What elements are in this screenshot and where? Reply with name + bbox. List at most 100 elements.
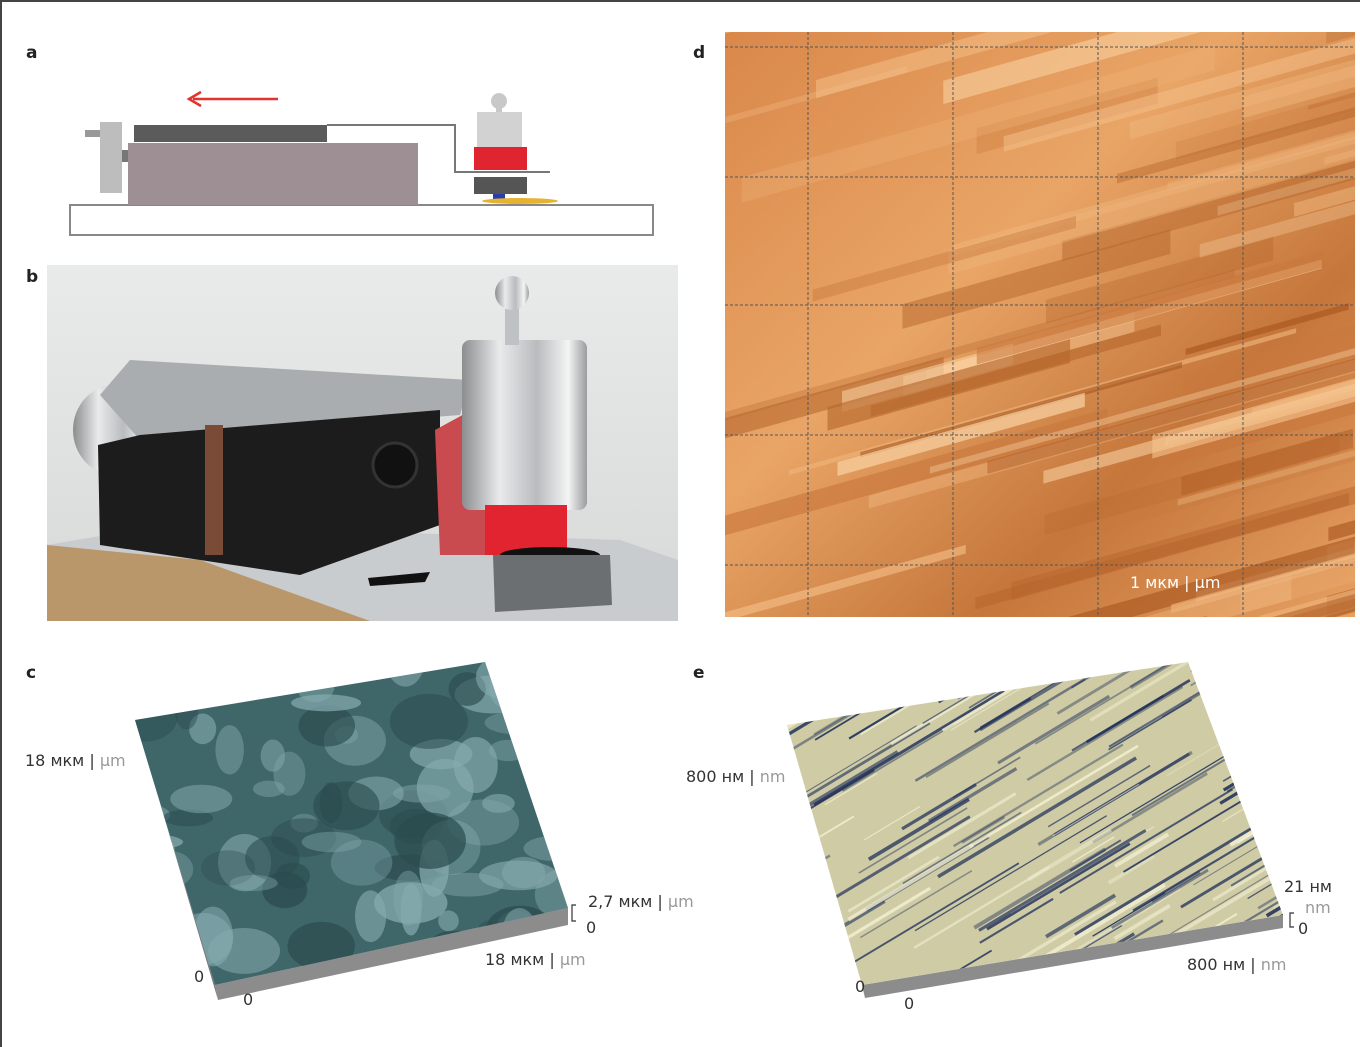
texture [1310,734,1360,774]
texture [769,620,871,681]
scale-bar-label: 1 мкм | µm [1130,573,1220,592]
texture [1223,749,1277,782]
texture [170,785,232,813]
origin-label: 0 [194,967,204,986]
texture [482,794,515,813]
texture [106,829,175,873]
schematic [70,92,653,235]
axis-en: µm [560,950,586,969]
texture [253,781,285,797]
texture [1268,782,1360,874]
texture [1191,637,1249,672]
texture [130,882,189,917]
axis-label: 800 нм | nm [1187,955,1286,974]
texture [275,863,310,890]
texture [1297,628,1360,731]
panel-label: a [26,43,37,63]
texture [1297,742,1360,784]
texture [296,670,334,702]
axis-zero: 0 [1298,919,1308,938]
panel-label: b [26,267,38,287]
texture [215,725,243,774]
texture [394,813,466,869]
texture [432,873,504,897]
texture [1269,661,1360,743]
texture [386,637,424,686]
texture [1304,639,1360,713]
texture [1287,633,1360,680]
texture [1252,636,1360,707]
texture [1224,747,1296,790]
axis-ru: 18 мкм | [485,950,555,969]
axis-ru: 18 мкм | [25,751,95,770]
texture [1258,728,1360,830]
texture [302,832,362,852]
texture [485,711,548,734]
texture [283,647,327,681]
axis-en: µm [668,892,694,911]
axis-en: nm [760,767,786,786]
panel-label: c [26,663,36,683]
texture [118,633,188,687]
axis-label: 21 нм [1284,877,1332,896]
texture [554,798,591,837]
texture [1113,608,1220,672]
texture [812,672,858,699]
texture [1301,958,1359,993]
axis-label: 18 мкм | µm [25,751,126,770]
texture [149,851,193,887]
texture [261,740,285,772]
axis-en: nm [1261,955,1287,974]
texture [1244,618,1360,694]
texture [175,693,198,730]
texture [412,961,483,1007]
texture [390,694,468,749]
origin-label: 0 [855,977,865,996]
texture [777,654,833,688]
surface-3d-fine [763,562,1360,998]
afm-image [700,0,1360,686]
panel-label: e [693,663,705,683]
axis-zero: 0 [586,918,596,937]
texture [169,690,213,708]
texture [524,836,581,861]
origin-label: 0 [904,994,914,1013]
texture [299,705,355,746]
texture [230,875,278,891]
texture [875,617,978,679]
texture [779,856,830,886]
texture [119,966,151,1010]
texture [132,863,176,914]
axis-ru: 800 нм | [1187,955,1256,974]
texture [129,924,156,951]
texture [1354,426,1360,559]
texture [193,907,233,967]
photo [47,265,678,621]
texture [1274,796,1360,889]
texture [438,910,459,931]
figure: a b c d e 18 мкм | µm 2,7 мкм | µm 0 18 … [0,0,1360,1047]
panel-label: d [693,43,705,63]
axis-label: 18 мкм | µm [485,950,586,969]
texture [1220,748,1312,803]
texture [489,667,527,710]
axis-label: 800 нм | nm [686,767,785,786]
axis-en: µm [100,751,126,770]
texture [1222,716,1360,822]
texture [489,740,527,761]
texture [1244,694,1311,734]
texture [393,871,423,926]
origin-label: 0 [243,990,253,1009]
axis-en: µm [1195,573,1221,592]
texture [117,804,171,826]
texture [134,885,176,932]
axis-ru: 1 мкм | [1130,573,1190,592]
texture [313,781,379,830]
texture [373,965,411,982]
axis-ru: 2,7 мкм | [588,892,663,911]
texture [1271,650,1360,705]
axis-en: nm [1305,898,1331,917]
texture [1261,639,1360,736]
axis-label: 2,7 мкм | µm [588,892,694,911]
texture [355,890,386,942]
